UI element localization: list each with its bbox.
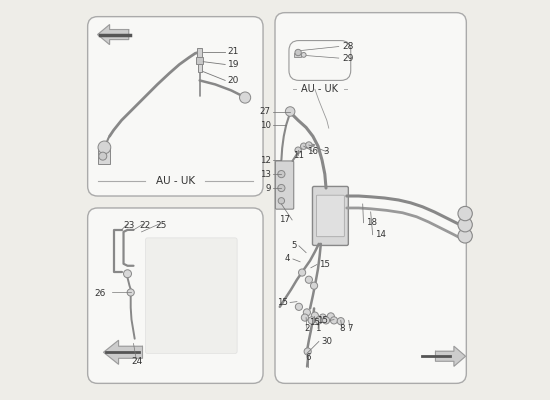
Circle shape [315, 317, 322, 324]
FancyBboxPatch shape [312, 186, 348, 246]
Polygon shape [103, 340, 142, 364]
Circle shape [301, 314, 309, 321]
Circle shape [278, 170, 285, 178]
Text: 16: 16 [307, 147, 318, 156]
Circle shape [311, 282, 318, 289]
Circle shape [305, 276, 312, 283]
Text: 17: 17 [279, 216, 290, 224]
Text: 14: 14 [375, 230, 386, 239]
Circle shape [295, 303, 303, 310]
FancyBboxPatch shape [276, 161, 294, 209]
Circle shape [295, 49, 301, 56]
Circle shape [124, 270, 131, 278]
Text: 9: 9 [265, 184, 271, 192]
Circle shape [295, 147, 301, 153]
Circle shape [99, 152, 107, 160]
Bar [197, 48, 202, 56]
Circle shape [303, 309, 311, 316]
Text: 20: 20 [228, 76, 239, 85]
Circle shape [285, 107, 295, 116]
Polygon shape [97, 25, 129, 44]
FancyBboxPatch shape [87, 208, 263, 383]
Text: 10: 10 [260, 120, 271, 130]
Text: 15: 15 [319, 260, 330, 269]
Text: 19: 19 [228, 60, 239, 69]
Text: 18: 18 [366, 218, 377, 227]
Circle shape [331, 317, 338, 324]
Circle shape [458, 218, 472, 232]
Text: 25: 25 [156, 222, 167, 230]
Text: 23: 23 [124, 222, 135, 230]
Text: 2: 2 [304, 324, 310, 333]
FancyBboxPatch shape [316, 195, 344, 237]
Circle shape [304, 348, 311, 355]
FancyBboxPatch shape [87, 17, 263, 196]
Bar [196, 57, 203, 64]
Bar [98, 148, 110, 164]
Text: sion: sion [338, 234, 395, 262]
Text: 8: 8 [339, 324, 345, 333]
Text: 12: 12 [260, 156, 271, 165]
Circle shape [278, 184, 285, 192]
Text: 15: 15 [309, 318, 320, 327]
Text: 7: 7 [347, 324, 353, 333]
Text: pas: pas [337, 192, 396, 224]
Text: 3: 3 [323, 147, 329, 156]
Text: GU: GU [317, 139, 416, 198]
Text: 11: 11 [293, 151, 304, 160]
Circle shape [327, 313, 334, 320]
Circle shape [300, 143, 307, 149]
Circle shape [458, 229, 472, 243]
Circle shape [98, 141, 111, 154]
Circle shape [127, 289, 134, 296]
Text: 6: 6 [305, 353, 310, 362]
Circle shape [239, 92, 251, 103]
Bar [294, 52, 301, 57]
Text: AU - UK: AU - UK [156, 176, 195, 186]
Circle shape [301, 52, 306, 57]
Text: 15: 15 [317, 316, 328, 325]
Text: 21: 21 [228, 47, 239, 56]
Circle shape [299, 269, 306, 276]
Circle shape [319, 314, 326, 321]
FancyBboxPatch shape [289, 40, 351, 80]
Text: AU - UK: AU - UK [301, 84, 338, 94]
Text: 5: 5 [291, 241, 296, 250]
Text: 24: 24 [132, 357, 143, 366]
Polygon shape [436, 346, 465, 366]
Text: 4: 4 [285, 254, 290, 264]
Circle shape [311, 312, 318, 319]
Bar [197, 64, 202, 72]
FancyBboxPatch shape [275, 13, 466, 383]
Circle shape [308, 317, 315, 324]
FancyBboxPatch shape [145, 238, 237, 354]
Circle shape [306, 142, 312, 148]
Text: 1985: 1985 [320, 300, 389, 324]
Text: 15: 15 [277, 298, 288, 307]
Text: since: since [298, 270, 348, 289]
Circle shape [458, 206, 472, 221]
Text: 30: 30 [321, 337, 332, 346]
Circle shape [337, 318, 344, 325]
Text: 22: 22 [140, 222, 151, 230]
Text: 13: 13 [260, 170, 271, 178]
Text: 26: 26 [95, 289, 106, 298]
Text: 27: 27 [260, 107, 271, 116]
Text: 1: 1 [315, 324, 321, 333]
Text: 29: 29 [343, 54, 354, 63]
Circle shape [322, 317, 329, 324]
Text: 28: 28 [343, 42, 354, 51]
Circle shape [278, 198, 284, 204]
